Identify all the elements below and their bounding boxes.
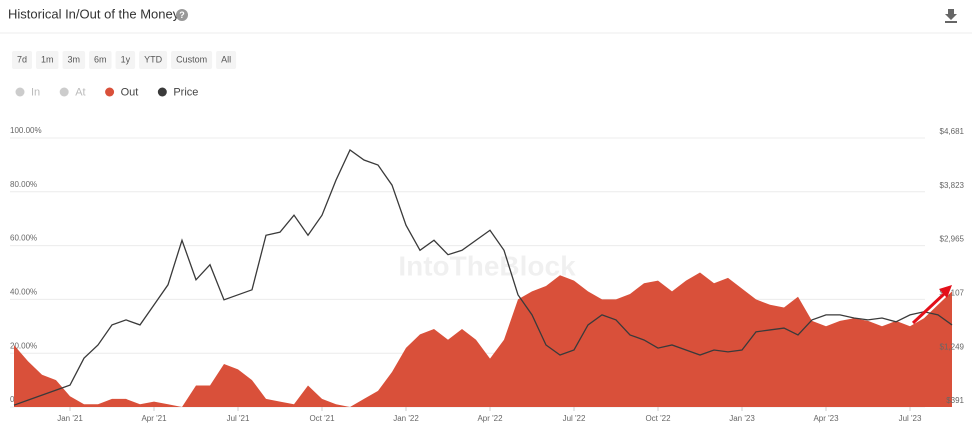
range-button-bg[interactable]: [216, 51, 237, 69]
annotation-arrow: [911, 285, 952, 325]
legend-marker[interactable]: [15, 87, 25, 97]
range-button[interactable]: YTD: [139, 51, 168, 69]
range-button-bg[interactable]: [36, 51, 59, 69]
x-tick-label: Apr '21: [141, 414, 167, 423]
x-tick-label: Jan '21: [57, 414, 83, 423]
legend-item[interactable]: Price: [157, 86, 199, 98]
y-tick-label: 80.00%: [10, 180, 37, 189]
x-tick-label: Oct '22: [645, 414, 671, 423]
out-area: [14, 272, 952, 407]
chart-title: Historical In/Out of the Money: [8, 6, 180, 21]
x-tick-label: Apr '23: [813, 414, 839, 423]
y2-tick-label: $2,965: [940, 235, 965, 244]
price-line: [13, 148, 953, 406]
y-tick-label: 20.00%: [10, 341, 37, 350]
legend-marker[interactable]: [59, 87, 69, 97]
x-tick-label: Jul '22: [563, 414, 586, 423]
y2-tick-label: $3,823: [940, 181, 965, 190]
y-tick-label: 60.00%: [10, 234, 37, 243]
range-button[interactable]: All: [216, 51, 237, 69]
range-button-bg[interactable]: [171, 51, 213, 69]
svg-text:?: ?: [179, 10, 185, 20]
legend-marker[interactable]: [105, 87, 115, 97]
x-tick-label: Jan '23: [729, 414, 755, 423]
range-button-bg[interactable]: [139, 51, 168, 69]
y2-tick-label: $4,681: [940, 127, 965, 136]
legend-label[interactable]: Price: [173, 86, 198, 98]
range-button[interactable]: 1m: [36, 51, 59, 69]
range-button[interactable]: 3m: [62, 51, 86, 69]
x-tick-label: Apr '22: [477, 414, 503, 423]
range-button[interactable]: 7d: [12, 51, 33, 69]
legend-label[interactable]: In: [31, 86, 40, 98]
legend-item[interactable]: At: [59, 86, 86, 98]
range-button-bg[interactable]: [62, 51, 86, 69]
download-icon[interactable]: [945, 9, 957, 23]
range-button[interactable]: 1y: [115, 51, 136, 69]
range-button-label[interactable]: 1y: [121, 54, 131, 64]
range-button-bg[interactable]: [12, 51, 33, 69]
range-button-label[interactable]: YTD: [144, 54, 163, 64]
range-button-label[interactable]: 1m: [41, 54, 54, 64]
range-button-label[interactable]: Custom: [176, 54, 207, 64]
help-icon[interactable]: ?: [176, 9, 188, 21]
x-tick-label: Jul '23: [899, 414, 922, 423]
legend-label[interactable]: At: [75, 86, 85, 98]
legend-item[interactable]: In: [15, 86, 41, 98]
range-button-label[interactable]: All: [221, 54, 231, 64]
range-button[interactable]: 6m: [89, 51, 112, 69]
y-tick-label: 100.00%: [10, 126, 42, 135]
range-button-label[interactable]: 3m: [68, 54, 81, 64]
legend-label[interactable]: Out: [121, 86, 139, 98]
watermark: IntoTheBlock: [398, 250, 576, 281]
x-tick-label: Oct '21: [309, 414, 335, 423]
range-button[interactable]: Custom: [171, 51, 213, 69]
range-button-label[interactable]: 6m: [94, 54, 107, 64]
range-button-bg[interactable]: [115, 51, 136, 69]
range-button-bg[interactable]: [89, 51, 112, 69]
y2-tick-label: $1,249: [940, 342, 965, 351]
legend-item[interactable]: Out: [105, 86, 138, 98]
x-tick-label: Jan '22: [393, 414, 419, 423]
legend-marker[interactable]: [157, 87, 167, 97]
x-tick-label: Jul '21: [227, 414, 250, 423]
y2-tick-label: $2,107: [940, 289, 965, 298]
y-tick-label: 40.00%: [10, 288, 37, 297]
y2-tick-label: $391: [946, 396, 964, 405]
range-button-label[interactable]: 7d: [17, 54, 27, 64]
